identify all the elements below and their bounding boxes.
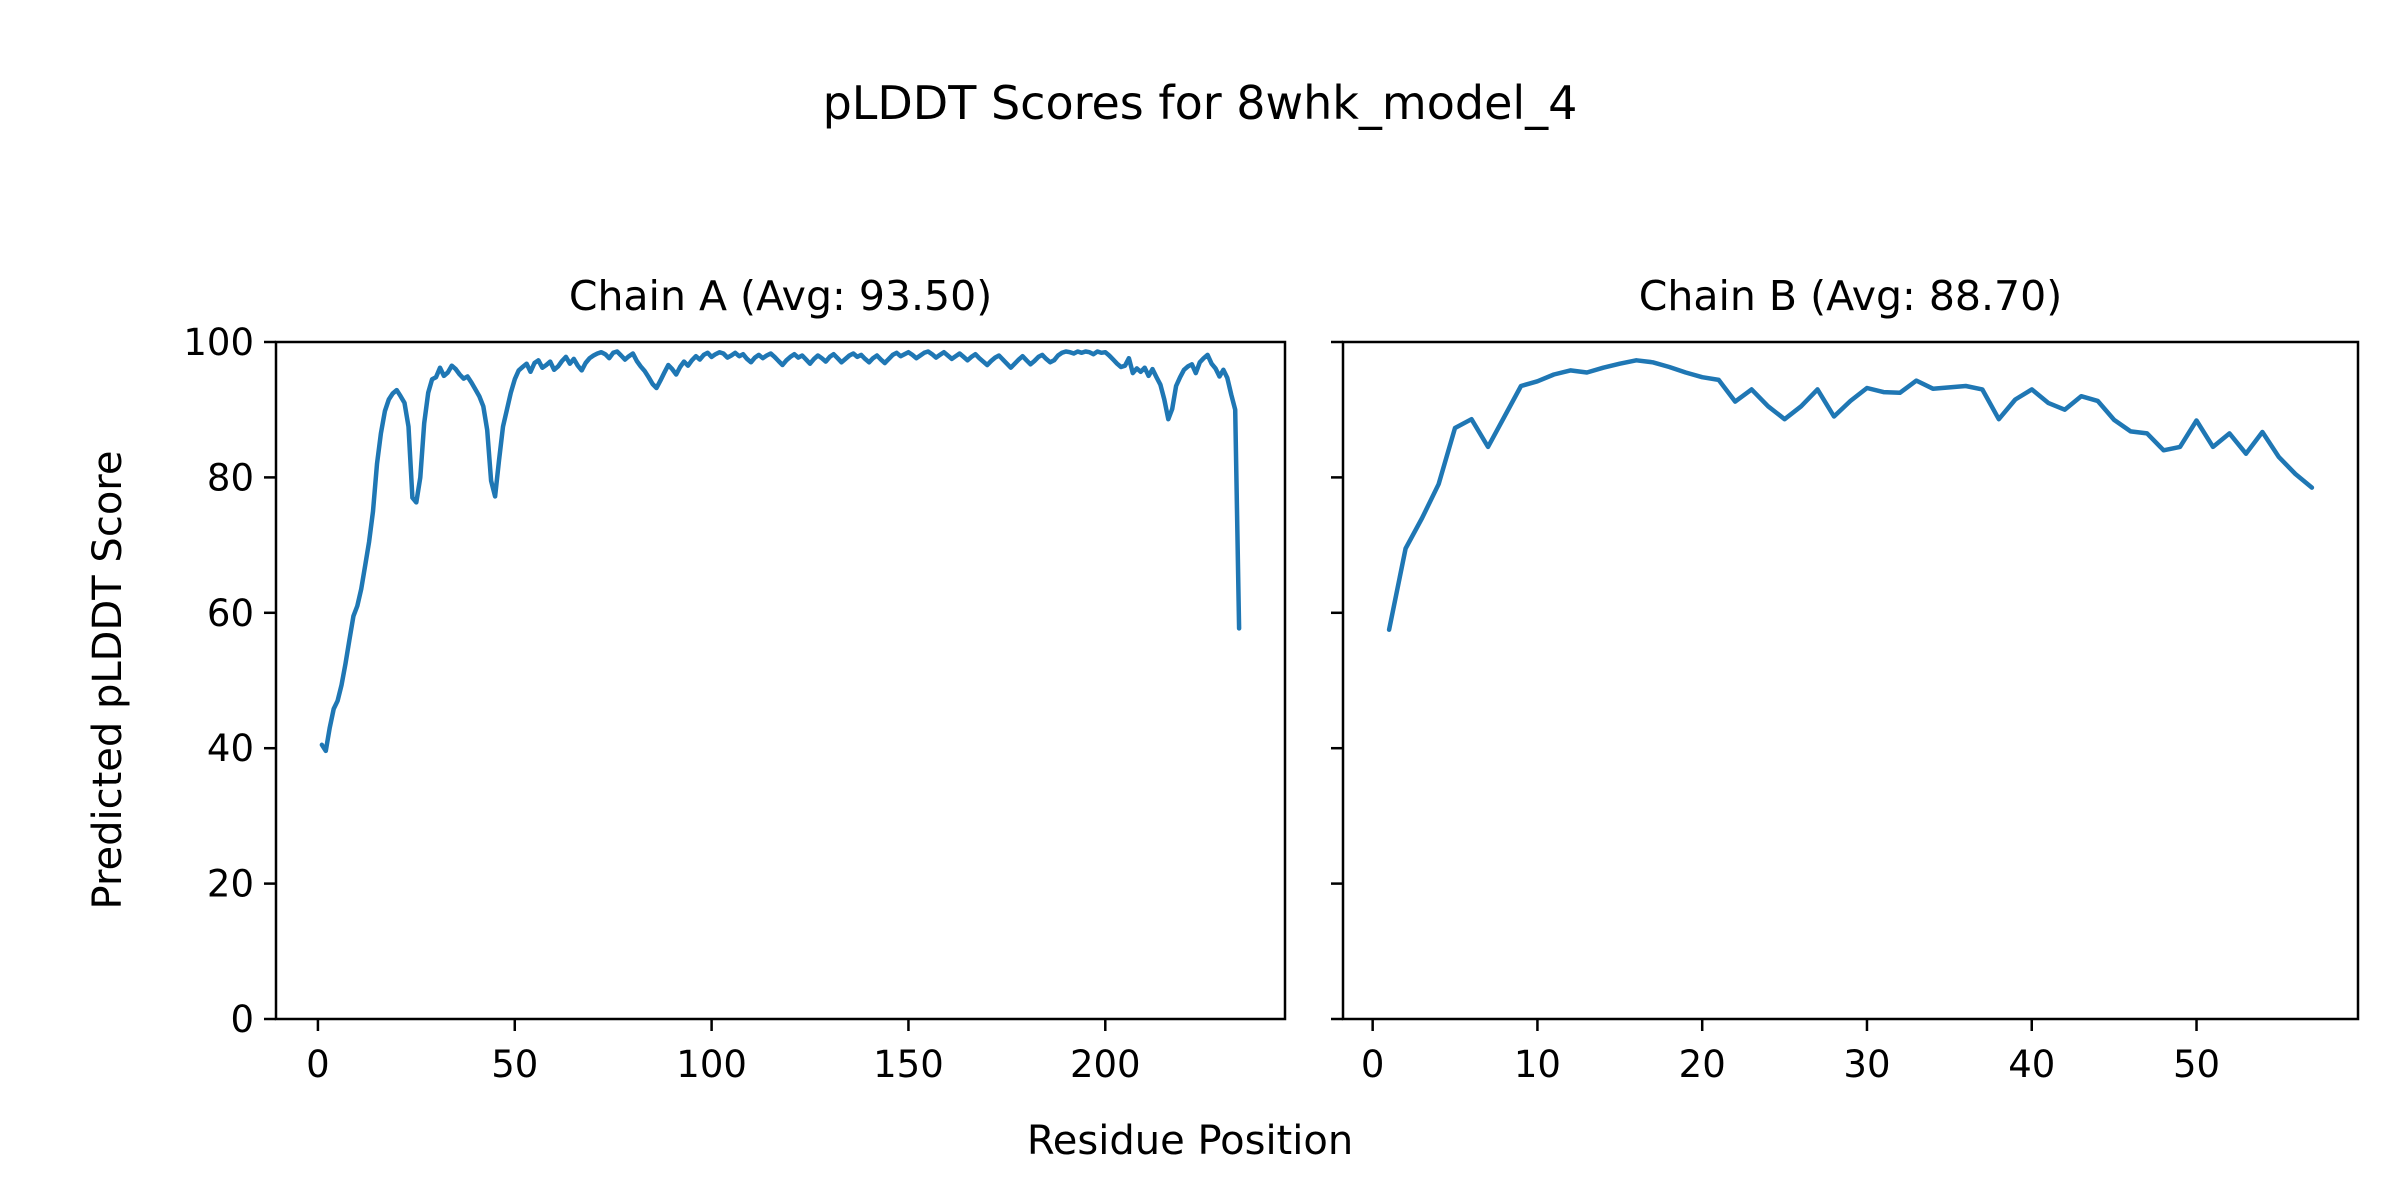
x-tick-label: 0: [1361, 1043, 1385, 1086]
x-tick-label: 10: [1514, 1043, 1561, 1086]
chain-a-title: Chain A (Avg: 93.50): [569, 272, 992, 320]
y-tick-label: 60: [207, 592, 254, 635]
chain-a-axes: 0 50 100 150 200 0 20 40 60 80 100 Chain A (Avg: 93…: [183, 272, 1287, 1086]
x-tick-label: 50: [491, 1043, 538, 1086]
chain-b-plddt-line: [1386, 358, 2315, 632]
y-tick-label: 0: [230, 998, 254, 1041]
x-tick-label: 200: [1070, 1043, 1141, 1086]
chain-b-axes: 0 10 20 30 40 50 Chain B (Avg: 88.70): [1331, 272, 2360, 1086]
x-tick-label: 0: [306, 1043, 330, 1086]
x-tick-label: 50: [2173, 1043, 2220, 1086]
y-tick-label: 80: [207, 456, 254, 499]
chain-a-y-ticks: 0 20 40 60 80 100: [183, 321, 276, 1041]
y-tick-label: 20: [207, 863, 254, 906]
chain-b-spines: [1341, 340, 2360, 1021]
y-tick-label: 100: [183, 321, 254, 364]
x-tick-label: 100: [676, 1043, 747, 1086]
chain-a-x-ticks: 0 50 100 150 200: [306, 1019, 1141, 1086]
x-tick-label: 150: [873, 1043, 944, 1086]
x-tick-label: 20: [1679, 1043, 1726, 1086]
chain-b-x-ticks: 0 10 20 30 40 50: [1361, 1019, 2220, 1086]
chain-b-title: Chain B (Avg: 88.70): [1639, 272, 2062, 320]
y-axis-label: Predicted pLDDT Score: [85, 450, 131, 910]
y-tick-label: 40: [207, 727, 254, 770]
chain-b-y-ticks: [1331, 340, 1343, 1021]
x-tick-label: 40: [2008, 1043, 2055, 1086]
x-tick-label: 30: [1843, 1043, 1890, 1086]
chain-a-plddt-line: [319, 349, 1242, 754]
figure-suptitle: pLDDT Scores for 8whk_model_4: [822, 76, 1578, 130]
chain-a-spines: [274, 340, 1287, 1021]
x-axis-label: Residue Position: [1026, 1118, 1354, 1164]
